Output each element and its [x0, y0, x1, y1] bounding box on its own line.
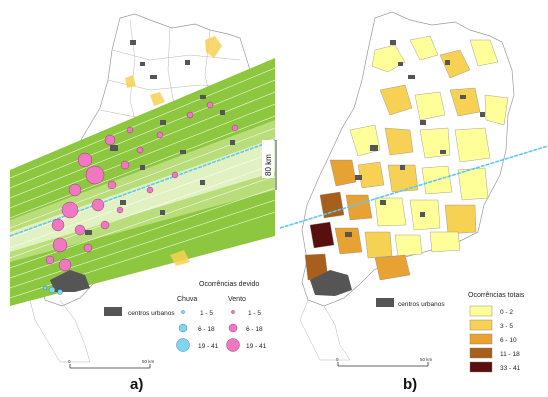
urban-label: centros urbanos [398, 301, 445, 308]
class-3-rain: 19 - 41 [198, 343, 219, 350]
map-panel-a: 80 km Ocorrências devido centros urbanos… [9, 13, 277, 369]
class-1-rain: 1 - 5 [200, 310, 213, 317]
rain-occurrences [42, 285, 63, 295]
wind-swatch-small [231, 310, 235, 314]
radar-beam-line [9, 139, 276, 237]
urban-swatch [376, 298, 394, 307]
urban-centres [310, 40, 485, 296]
urban-centres [50, 40, 235, 292]
scale-bar: 0 50 km [336, 357, 433, 367]
legend-title: Ocorrências totais [468, 292, 525, 299]
rain-swatch-small [181, 310, 185, 314]
class-label-0: 0 - 2 [500, 309, 513, 316]
urban-label: centros urbanos [128, 310, 175, 317]
band-width-marker: 80 km [262, 140, 277, 190]
scale-end: 50 km [420, 357, 433, 362]
class-label-3: 11 - 18 [500, 351, 520, 358]
choropleth-areas [304, 35, 509, 281]
scale-start: 0 [336, 357, 339, 362]
class-label-2: 6 - 10 [500, 337, 517, 344]
band-width-label: 80 km [264, 154, 273, 176]
scale-end: 50 km [142, 359, 155, 364]
col-wind-label: Vento [228, 296, 246, 303]
panel-a-label: a) [130, 376, 144, 393]
class-3-wind: 19 - 41 [246, 343, 267, 350]
class-1-wind: 1 - 5 [248, 310, 261, 317]
highlight-areas [125, 36, 222, 266]
rain-swatch-large [176, 338, 190, 352]
class-swatch-0 [469, 305, 493, 317]
rain-swatch-medium [178, 323, 188, 333]
class-swatch-3 [469, 347, 493, 359]
scale-bar: 0 50 km [68, 359, 155, 369]
wind-swatch-medium [228, 323, 238, 333]
class-swatch-2 [469, 333, 493, 345]
class-swatch-4 [469, 361, 493, 373]
class-swatch-1 [469, 319, 493, 331]
urban-swatch [104, 307, 122, 316]
legend-classes: 0 - 2 3 - 5 6 - 10 11 - 18 33 - 41 [469, 305, 521, 373]
wind-occurrences [45, 101, 239, 272]
class-2-rain: 6 - 18 [198, 326, 215, 333]
panel-b-label: b) [403, 376, 418, 393]
scale-start: 0 [68, 359, 71, 364]
legend-title: Ocorrências devido [199, 281, 259, 288]
class-label-4: 33 - 41 [500, 365, 521, 372]
map-panel-b: centros urbanos Ocorrências totais 0 - 2… [280, 11, 548, 373]
wind-swatch-large [226, 338, 240, 352]
col-rain-label: Chuva [177, 296, 197, 303]
class-label-1: 3 - 5 [500, 323, 513, 330]
radar-beam-line [280, 145, 548, 229]
class-2-wind: 6 - 18 [246, 326, 263, 333]
